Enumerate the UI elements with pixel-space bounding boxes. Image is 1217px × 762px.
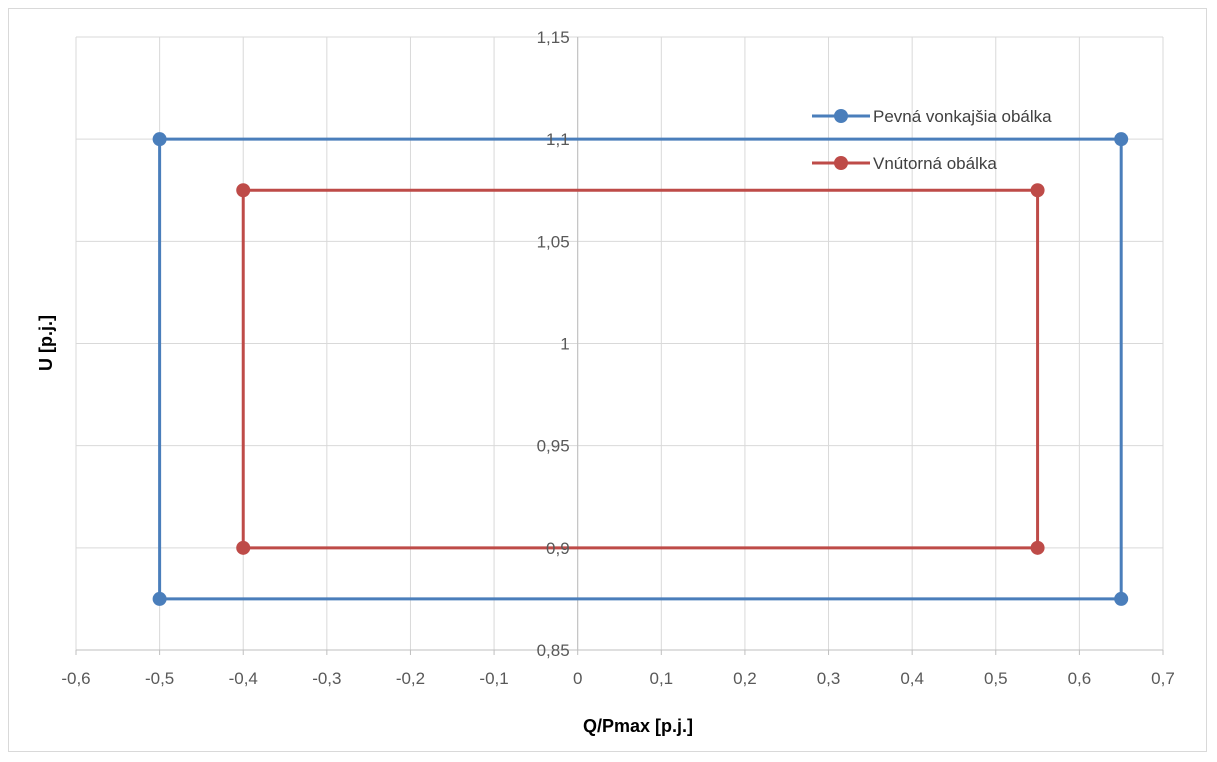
x-tick-label: 0 <box>573 669 582 688</box>
series-layer <box>152 132 1129 606</box>
legend-label: Pevná vonkajšia obálka <box>873 107 1052 126</box>
x-tick-label: 0,2 <box>733 669 757 688</box>
legend: Pevná vonkajšia obálka Vnútorná obálka <box>812 107 1052 173</box>
data-point <box>1030 540 1045 555</box>
data-point <box>1030 183 1045 198</box>
y-axis-title: U [p.j.] <box>36 315 56 371</box>
x-tick-labels: -0,6 -0,5 -0,4 -0,3 -0,2 -0,1 0 0,1 0,2 0,3 0,4 0,5… <box>61 669 1174 688</box>
x-axis-title: Q/Pmax [p.j.] <box>583 716 693 736</box>
x-tick-label: -0,2 <box>396 669 425 688</box>
y-tick-label: 0,85 <box>537 641 570 660</box>
x-tick-label: -0,3 <box>312 669 341 688</box>
x-tick-label: 0,1 <box>649 669 673 688</box>
series-line <box>158 137 1123 601</box>
legend-marker <box>834 109 848 123</box>
y-tick-label: 0,95 <box>537 437 570 456</box>
y-tick-label: 0,9 <box>546 539 570 558</box>
x-tick-label: 0,5 <box>984 669 1008 688</box>
data-point <box>236 540 251 555</box>
y-tick-label: 1,15 <box>537 28 570 47</box>
x-tick-label: 0,3 <box>817 669 841 688</box>
data-point <box>152 591 167 606</box>
x-tick-label: -0,6 <box>61 669 90 688</box>
legend-marker <box>834 156 848 170</box>
data-point <box>1114 132 1129 147</box>
data-point <box>236 183 251 198</box>
y-tick-label: 1,05 <box>537 232 570 251</box>
y-tick-label: 1 <box>560 335 569 354</box>
x-tick-label: 0,7 <box>1151 669 1175 688</box>
x-tick-label: -0,1 <box>479 669 508 688</box>
x-tick-label: -0,5 <box>145 669 174 688</box>
data-point <box>1114 591 1129 606</box>
grid <box>75 36 1164 655</box>
series-line <box>241 188 1040 550</box>
chart-area <box>8 8 1207 752</box>
x-tick-label: 0,4 <box>900 669 924 688</box>
data-point <box>152 132 167 147</box>
y-tick-label: 1,1 <box>546 130 570 149</box>
legend-label: Vnútorná obálka <box>873 154 997 173</box>
x-tick-label: 0,6 <box>1068 669 1092 688</box>
x-tick-label: -0,4 <box>229 669 258 688</box>
y-tick-labels: 0,85 0,9 0,95 1 1,05 1,1 1,15 <box>537 28 570 660</box>
